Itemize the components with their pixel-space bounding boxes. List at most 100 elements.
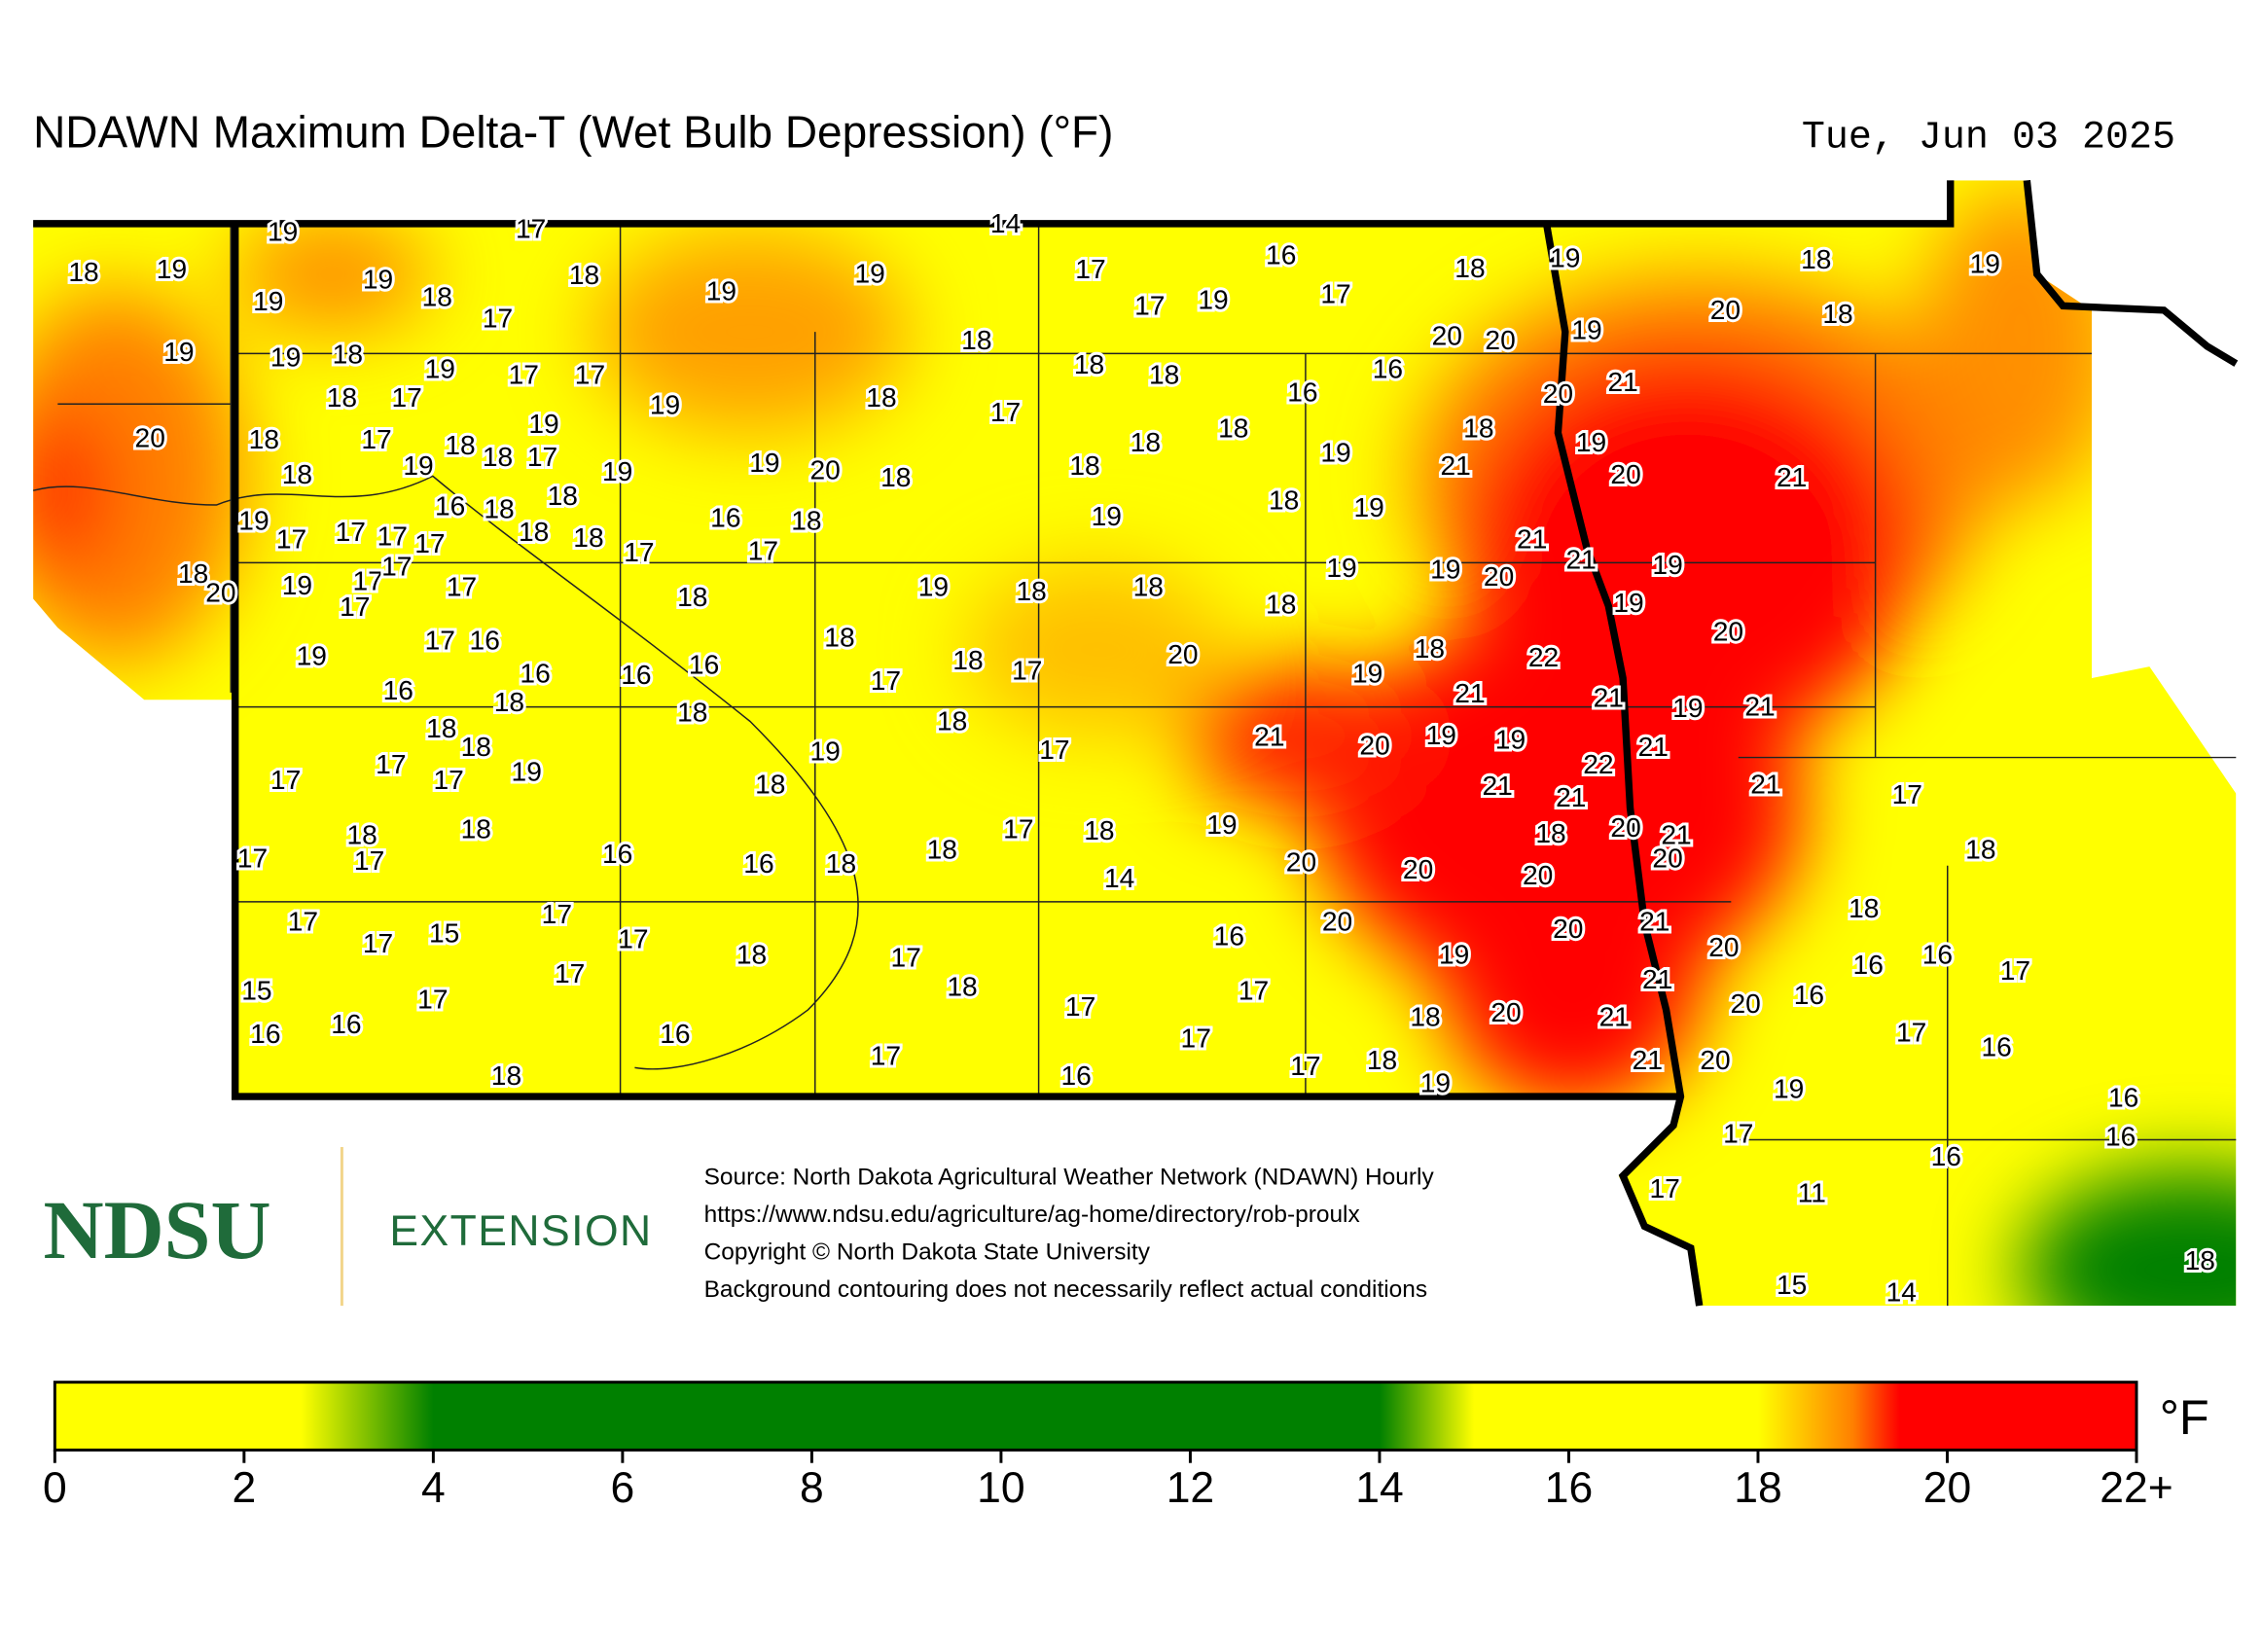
station-value: 18 — [1454, 252, 1485, 283]
station-value: 15 — [429, 916, 459, 948]
station-value: 19 — [602, 455, 632, 486]
station-value: 17 — [2000, 954, 2030, 986]
station-value: 20 — [1543, 377, 1573, 409]
station-value: 19 — [1420, 1067, 1451, 1098]
station-value: 21 — [1639, 906, 1670, 937]
station-value: 17 — [1003, 813, 1033, 844]
station-value: 14 — [1104, 862, 1134, 893]
station-value: 18 — [1017, 575, 1047, 606]
station-value: 17 — [575, 358, 605, 389]
station-value: 18 — [426, 712, 456, 743]
station-value: 17 — [990, 396, 1021, 427]
station-value: 18 — [1218, 412, 1248, 443]
station-value: 18 — [327, 381, 357, 413]
colorbar-tick-label: 12 — [1167, 1464, 1214, 1512]
station-value: 17 — [340, 591, 370, 622]
station-value: 18 — [333, 339, 363, 370]
station-value: 18 — [1266, 588, 1296, 619]
station-value: 18 — [791, 504, 821, 535]
station-value: 15 — [241, 975, 271, 1006]
station-value: 17 — [1181, 1023, 1211, 1054]
station-value: 21 — [1642, 963, 1672, 994]
station-value: 21 — [1599, 1000, 1630, 1031]
station-value: 20 — [1286, 846, 1316, 878]
station-value: 20 — [1322, 906, 1352, 937]
station-value: 19 — [1495, 724, 1526, 755]
station-value: 20 — [1710, 294, 1741, 325]
station-value: 19 — [706, 274, 736, 305]
colorbar-tick-label: 0 — [43, 1464, 67, 1512]
station-value: 17 — [352, 565, 382, 596]
station-value: 18 — [937, 704, 967, 736]
station-value: 18 — [491, 1059, 521, 1091]
station-value: 17 — [1290, 1050, 1320, 1081]
station-value: 20 — [1484, 560, 1514, 592]
station-value: 16 — [331, 1008, 361, 1039]
station-value: 19 — [1774, 1073, 1804, 1104]
station-value: 18 — [1410, 1000, 1440, 1031]
station-value: 20 — [1700, 1044, 1730, 1075]
station-value: 19 — [425, 353, 455, 384]
station-value: 20 — [1167, 638, 1198, 669]
station-value: 17 — [237, 842, 268, 873]
station-value: 20 — [1432, 319, 1462, 350]
station-value: 17 — [433, 764, 463, 795]
station-value: 17 — [1039, 734, 1069, 765]
station-value: 18 — [484, 492, 514, 523]
station-value: 17 — [276, 523, 306, 555]
colorbar-tick-label: 4 — [421, 1464, 446, 1512]
station-value: 19 — [854, 258, 884, 289]
station-value: 18 — [1849, 892, 1879, 923]
station-value: 20 — [1708, 931, 1739, 962]
station-value: 16 — [520, 657, 550, 688]
station-value: 18 — [422, 280, 452, 311]
station-value: 17 — [618, 922, 648, 953]
station-value: 19 — [253, 285, 283, 316]
colorbar-tick-label: 2 — [232, 1464, 256, 1512]
station-value: 17 — [509, 358, 539, 389]
station-value: 17 — [516, 213, 546, 244]
station-value: 14 — [1886, 1276, 1917, 1308]
station-value: 18 — [249, 423, 279, 454]
station-value: 20 — [809, 453, 840, 485]
station-value: 19 — [1092, 500, 1122, 531]
station-value: 21 — [1517, 523, 1547, 555]
station-value: 20 — [1610, 811, 1640, 843]
station-value: 18 — [1801, 243, 1831, 274]
station-value: 19 — [297, 640, 327, 671]
station-value: 20 — [1713, 615, 1743, 646]
station-value: 17 — [377, 521, 408, 552]
source-line: Copyright © North Dakota State Universit… — [704, 1239, 1151, 1266]
station-value: 22 — [1583, 748, 1613, 779]
logo-name: NDSU — [43, 1183, 270, 1276]
station-value: 17 — [748, 534, 778, 565]
station-value: 19 — [1439, 939, 1469, 970]
station-value: 20 — [1553, 913, 1583, 944]
station-value: 20 — [1731, 988, 1761, 1019]
station-value: 20 — [1490, 996, 1521, 1027]
station-value: 17 — [871, 1039, 901, 1070]
station-value: 17 — [1892, 778, 1922, 809]
station-value: 21 — [1556, 781, 1586, 812]
station-value: 18 — [445, 429, 475, 460]
station-value: 18 — [178, 557, 208, 589]
station-value: 16 — [435, 489, 465, 521]
station-value: 19 — [1326, 552, 1356, 583]
station-value: 18 — [1415, 632, 1445, 664]
map-date: Tue, Jun 03 2025 — [1802, 116, 2175, 160]
station-value: 19 — [1571, 314, 1601, 345]
station-value: 18 — [519, 516, 549, 547]
station-value: 18 — [2185, 1244, 2215, 1275]
station-value: 21 — [1633, 1044, 1663, 1075]
station-value: 16 — [602, 838, 632, 869]
station-value: 19 — [1970, 247, 2000, 278]
station-value: 16 — [660, 1018, 690, 1049]
station-value: 18 — [548, 480, 578, 511]
station-value: 16 — [1853, 949, 1884, 980]
station-value: 18 — [461, 813, 491, 844]
source-line: https://www.ndsu.edu/agriculture/ag-home… — [704, 1202, 1360, 1228]
station-value: 11 — [1798, 1176, 1826, 1207]
station-value: 21 — [1750, 769, 1780, 800]
station-value: 18 — [461, 731, 491, 762]
station-value: 20 — [1485, 324, 1515, 355]
